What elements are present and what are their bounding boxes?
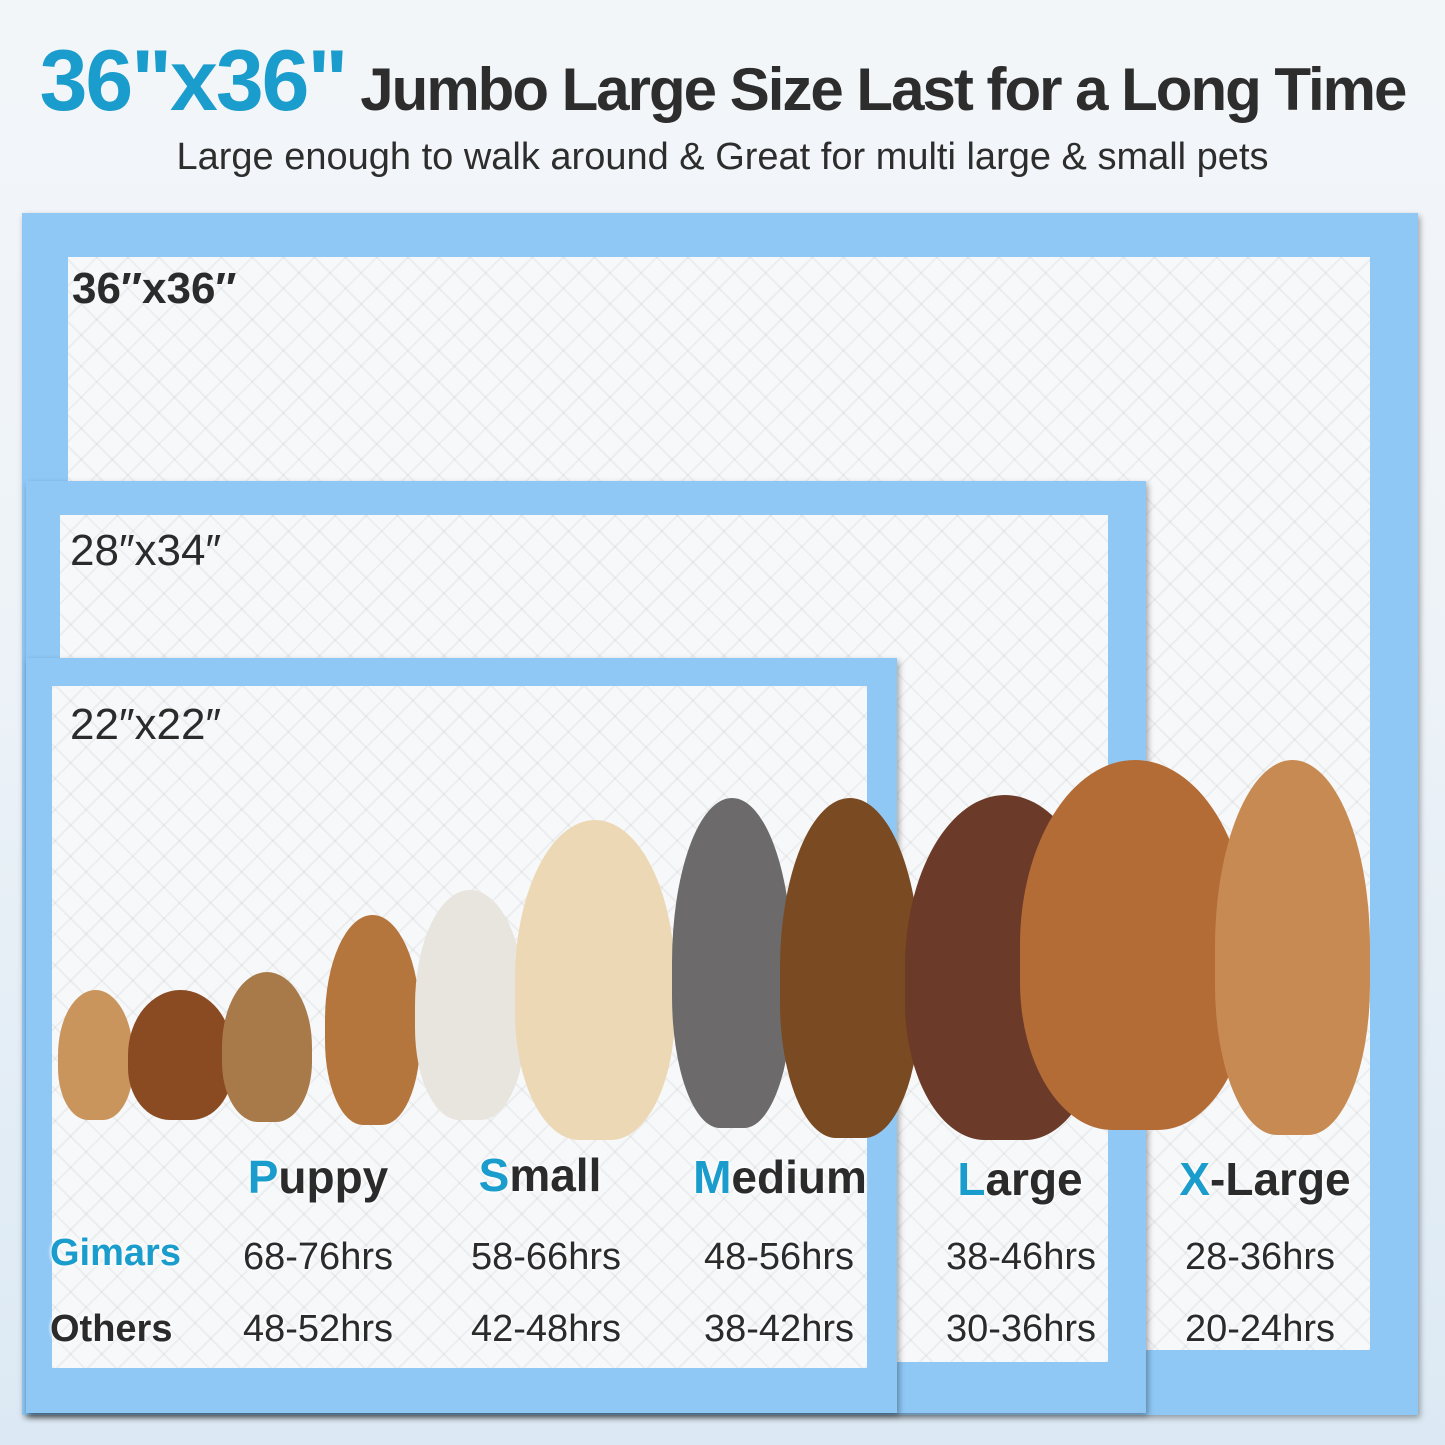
- row-label-others: Others: [50, 1308, 173, 1350]
- column-header-medium: Medium: [693, 1151, 867, 1203]
- pad-22x22-label: 22″x22″: [70, 700, 222, 749]
- table-cell: 28-36hrs: [1185, 1236, 1335, 1278]
- column-header-x-large: X-Large: [1179, 1153, 1351, 1205]
- table-cell: 48-52hrs: [243, 1308, 393, 1350]
- table-cell: 38-42hrs: [704, 1308, 854, 1350]
- headline-text: Jumbo Large Size Last for a Long Time: [360, 56, 1407, 123]
- dog-yorkshire-terrier: [222, 972, 312, 1122]
- table-cell: 48-56hrs: [704, 1236, 854, 1278]
- pad-28x34-label: 28″x34″: [70, 526, 222, 575]
- subtitle: Large enough to walk around & Great for …: [176, 136, 1269, 178]
- row-label-gimars: Gimars: [50, 1232, 181, 1274]
- dog-chihuahua: [58, 990, 133, 1120]
- column-header-small: Small: [478, 1149, 602, 1201]
- headline: 36"x36" Jumbo Large Size Last for a Long …: [0, 32, 1445, 131]
- pad-36x36-label: 36″x36″: [72, 264, 237, 313]
- dog-dachshund: [128, 990, 233, 1120]
- table-cell: 20-24hrs: [1185, 1308, 1335, 1350]
- dog-husky: [672, 798, 792, 1128]
- dog-beagle: [325, 915, 420, 1125]
- dog-german-shepherd: [780, 798, 920, 1138]
- dog-french-bulldog: [415, 890, 525, 1120]
- dog-mastiff: [1215, 760, 1370, 1135]
- table-cell: 38-46hrs: [946, 1236, 1096, 1278]
- headline-size: 36"x36": [39, 33, 349, 129]
- table-cell: 30-36hrs: [946, 1308, 1096, 1350]
- table-cell: 58-66hrs: [471, 1236, 621, 1278]
- column-header-puppy: Puppy: [247, 1151, 389, 1203]
- dog-boxer: [1020, 760, 1250, 1130]
- column-header-large: Large: [957, 1153, 1083, 1205]
- table-cell: 42-48hrs: [471, 1308, 621, 1350]
- table-cell: 68-76hrs: [243, 1236, 393, 1278]
- dog-labrador: [515, 820, 675, 1140]
